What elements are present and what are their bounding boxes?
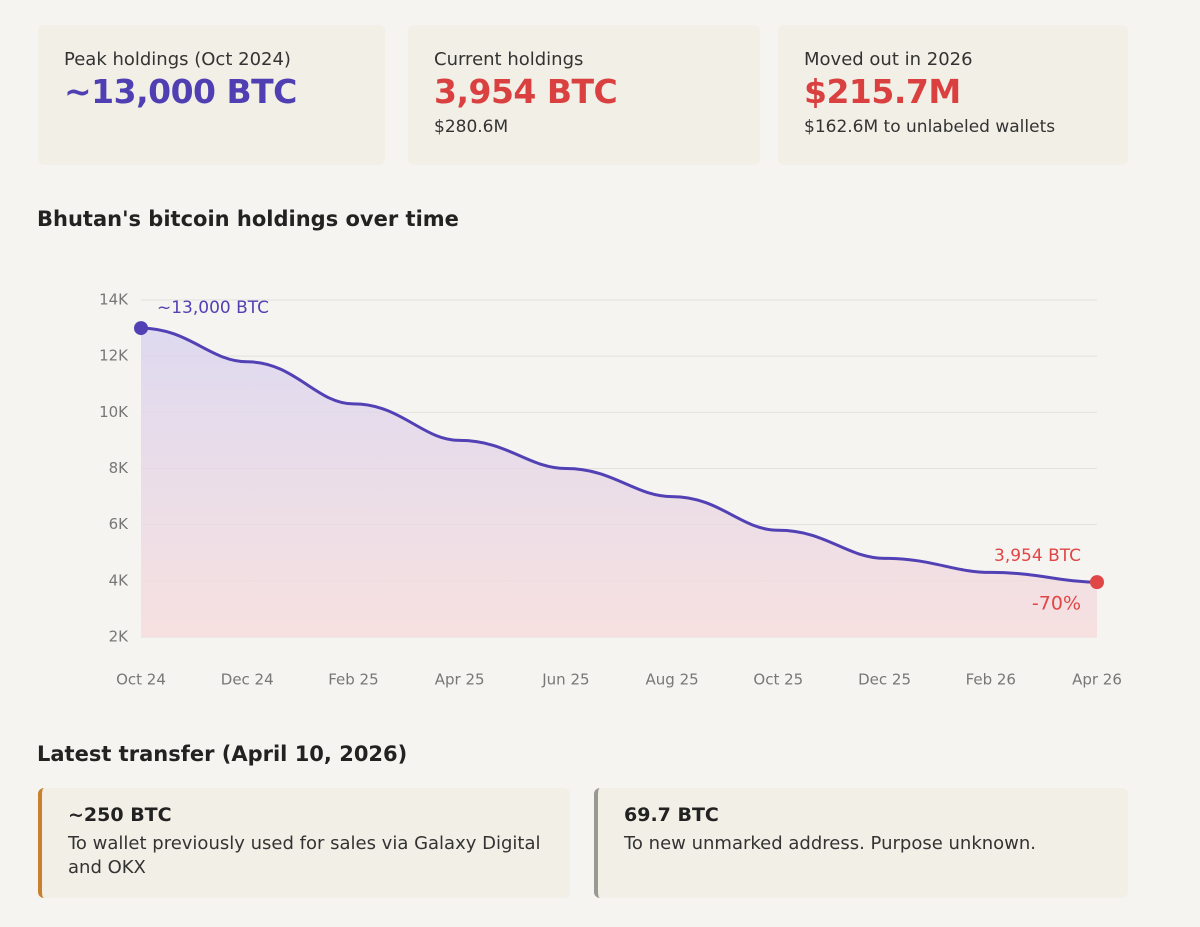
start-point [134, 321, 148, 336]
area [141, 328, 1097, 637]
x-tick-label: Oct 25 [753, 671, 803, 689]
value-label: 3,954 BTC [994, 546, 1081, 566]
x-tick-label: Oct 24 [116, 671, 166, 689]
x-tick-label: Feb 26 [966, 671, 1016, 689]
x-tick-label: Aug 25 [646, 671, 699, 689]
y-tick-label: 6K [109, 515, 130, 533]
stat-card: Current holdings 3,954 BTC $280.6M [408, 25, 760, 165]
x-tick-label: Apr 25 [435, 671, 485, 689]
x-tick-label: Dec 25 [858, 671, 911, 689]
stat-value: 3,954 BTC [434, 72, 618, 111]
section-title: Latest transfer (April 10, 2026) [37, 742, 408, 766]
stat-card: Moved out in 2026 $215.7M $162.6M to unl… [778, 25, 1128, 165]
stat-value: ~13,000 BTC [64, 72, 297, 111]
y-tick-label: 12K [99, 347, 129, 365]
stat-label: Peak holdings (Oct 2024) [64, 49, 291, 70]
stat-sub: $280.6M [434, 117, 509, 137]
y-tick-label: 8K [109, 459, 130, 477]
y-tick-label: 4K [109, 571, 130, 589]
stat-card: Peak holdings (Oct 2024) ~13,000 BTC [38, 25, 385, 165]
transfer-description: To wallet previously used for sales via … [68, 833, 541, 878]
transfer-amount: ~250 BTC [68, 804, 172, 826]
y-tick-label: 2K [109, 628, 130, 646]
stat-sub: $162.6M to unlabeled wallets [804, 117, 1056, 137]
stat-value: $215.7M [804, 72, 961, 111]
transfer-description: To new unmarked address. Purpose unknown… [624, 833, 1037, 854]
transfer-card: 69.7 BTC To new unmarked address. Purpos… [594, 788, 1128, 898]
stat-label: Moved out in 2026 [804, 49, 973, 70]
end-point [1090, 575, 1104, 590]
x-tick-label: Dec 24 [221, 671, 274, 689]
y-tick-label: 14K [99, 291, 129, 309]
stat-label: Current holdings [434, 49, 584, 70]
value-label: ~13,000 BTC [157, 298, 269, 318]
x-tick-label: Feb 25 [328, 671, 378, 689]
chart-title: Bhutan's bitcoin holdings over time [37, 207, 459, 231]
annotation: -70% [1032, 593, 1081, 615]
line [140, 326, 1098, 584]
y-tick-label: 10K [99, 403, 129, 421]
transfer-amount: 69.7 BTC [624, 804, 719, 826]
chart: 2K 4K 6K 8K 10K 12K 14K Oct 24 Dec 24 Feb 25 Apr 2… [99, 291, 1122, 689]
transfer-card: ~250 BTC To wallet previously used for s… [38, 788, 570, 898]
x-tick-label: Jun 25 [541, 671, 589, 689]
x-tick-label: Apr 26 [1072, 671, 1122, 689]
